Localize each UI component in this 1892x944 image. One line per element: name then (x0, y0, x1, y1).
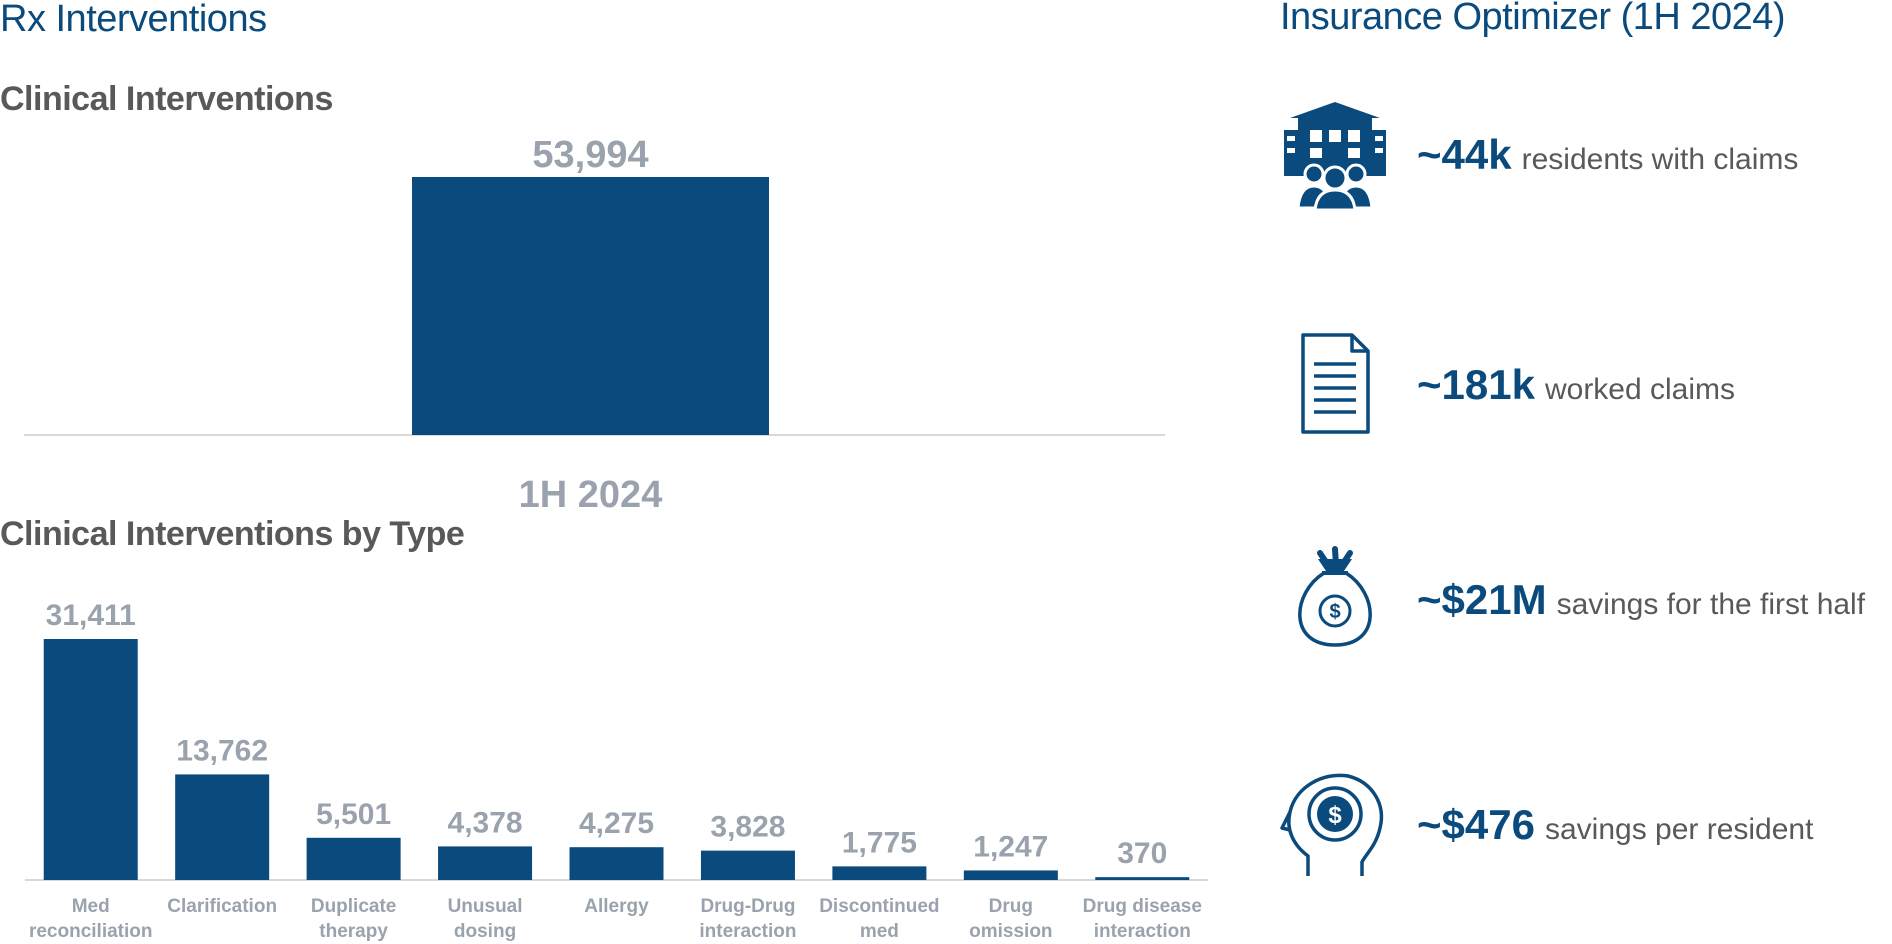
insurance-optimizer-heading: Insurance Optimizer (1H 2024) (1280, 0, 1786, 38)
bar (832, 866, 927, 880)
category-label: Drug omission (969, 896, 1052, 942)
building-residents-icon (1284, 102, 1386, 210)
bar (306, 837, 401, 880)
metric-worked-claims: ~181k worked claims (1280, 330, 1892, 440)
value-label: 3,828 (710, 811, 785, 844)
metric-residents: ~44k residents with claims (1280, 100, 1892, 210)
metric-label: savings per resident (1544, 813, 1814, 846)
metric-value: ~181k (1417, 361, 1535, 408)
category-label: Drug disease interaction (1083, 896, 1202, 942)
metric-value: ~44k (1417, 131, 1512, 178)
interventions-by-type-chart: 31,411 Med reconciliation 13,762 Clarificati… (25, 599, 1208, 942)
metric-label: worked claims (1544, 373, 1736, 406)
value-label: 370 (1117, 837, 1167, 870)
value-label: 4,378 (448, 806, 523, 839)
bar (700, 850, 795, 880)
clinical-interventions-title: Clinical Interventions (0, 80, 333, 118)
category-label: Allergy (584, 896, 649, 917)
category-label: Discontinued med (819, 896, 939, 942)
category-label: Clarification (167, 896, 277, 917)
value-label: 1,775 (842, 826, 917, 859)
bar (438, 846, 533, 880)
value-label: 31,411 (46, 599, 136, 632)
clinical-interventions-chart: 53,994 1H 2024 (24, 134, 1165, 516)
bar (175, 774, 270, 880)
bar (569, 847, 664, 880)
value-label: 1,247 (973, 830, 1048, 863)
metric-savings-first-half: $ ~$21M savings for the first half (1280, 545, 1892, 655)
money-bag-icon: $ (1298, 546, 1372, 647)
svg-text:$: $ (1328, 802, 1342, 829)
document-icon (1301, 333, 1370, 434)
svg-text:$: $ (1329, 601, 1340, 623)
value-label: 13,762 (176, 734, 268, 767)
interventions-by-type-title: Clinical Interventions by Type (0, 515, 465, 553)
bar (1095, 877, 1190, 880)
value-label: 5,501 (316, 798, 391, 831)
rx-interventions-heading: Rx Interventions (0, 0, 267, 40)
metric-label: savings for the first half (1556, 588, 1866, 621)
category-label: Med reconciliation (29, 896, 153, 942)
bar (412, 177, 769, 435)
head-dollar-icon: $ (1280, 773, 1384, 876)
metric-savings-per-resident: $ ~$476 savings per resident (1280, 770, 1892, 880)
category-label: 1H 2024 (519, 474, 663, 516)
category-label: Drug-Drug interaction (699, 896, 796, 942)
metric-value: ~$21M (1417, 576, 1547, 623)
value-label: 53,994 (532, 134, 648, 176)
metric-value: ~$476 (1417, 801, 1535, 848)
category-label: Unusual dosing (448, 896, 523, 942)
metric-label: residents with claims (1521, 143, 1799, 176)
bar (963, 870, 1058, 880)
bar (43, 639, 138, 880)
value-label: 4,275 (579, 807, 654, 840)
category-label: Duplicate therapy (311, 896, 397, 942)
